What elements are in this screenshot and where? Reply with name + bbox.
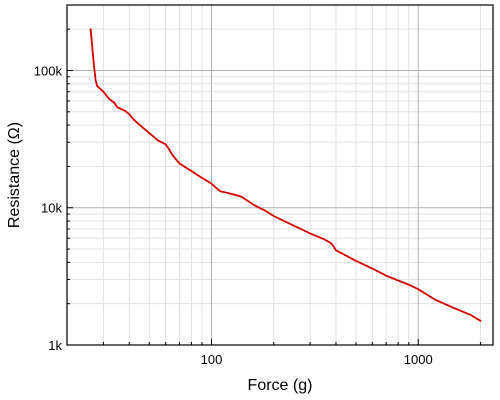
series-layer	[89, 28, 482, 322]
x-tick-label: 1000	[404, 352, 433, 367]
ticks: 100 1000 1k 10k 100k	[34, 28, 481, 367]
resistance-curve	[89, 28, 482, 322]
y-tick-label: 1k	[48, 338, 62, 353]
x-axis-title: Force (g)	[248, 377, 313, 394]
x-tick-label: 100	[201, 352, 223, 367]
y-axis-title: Resistance (Ω)	[6, 122, 23, 228]
grid	[67, 5, 493, 346]
y-tick-label: 100k	[34, 63, 63, 78]
plot-frame	[66, 4, 494, 346]
y-tick-label: 10k	[41, 201, 62, 216]
